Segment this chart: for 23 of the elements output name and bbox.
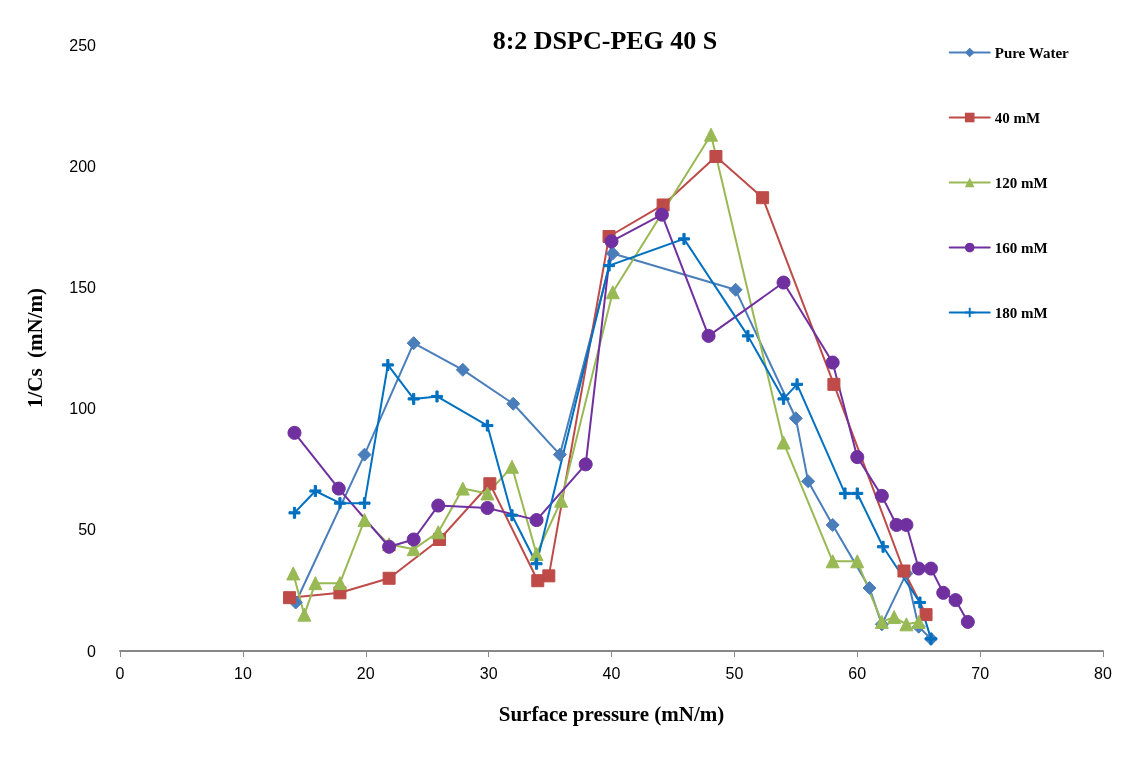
x-tick-label: 70: [971, 664, 990, 682]
y-tick-label: 100: [69, 400, 97, 418]
legend-label: 120 mM: [994, 174, 1048, 191]
y-tick-label: 0: [87, 642, 97, 660]
x-tick-label: 50: [725, 664, 744, 682]
x-tick-label: 40: [602, 664, 621, 682]
x-tick-label: 0: [115, 664, 125, 682]
x-axis-title: Surface pressure (mN/m): [498, 701, 725, 726]
legend-label: Pure Water: [994, 44, 1070, 61]
y-tick-label: 150: [69, 278, 97, 296]
y-tick-label: 250: [69, 36, 97, 54]
y-tick-label: 50: [78, 521, 97, 539]
x-tick-label: 30: [479, 664, 498, 682]
chart-title: 8:2 DSPC-PEG 40 S: [492, 25, 718, 55]
y-axis-title: 1/Cs (mN/m): [22, 287, 47, 409]
x-tick-label: 60: [848, 664, 867, 682]
x-tick-label: 80: [1094, 664, 1112, 682]
legend-label: 40 mM: [994, 109, 1041, 126]
x-tick-label: 20: [356, 664, 375, 682]
legend-label: 180 mM: [994, 304, 1048, 321]
y-tick-label: 200: [69, 157, 97, 175]
x-tick-label: 10: [233, 664, 252, 682]
legend-label: 160 mM: [994, 239, 1048, 256]
